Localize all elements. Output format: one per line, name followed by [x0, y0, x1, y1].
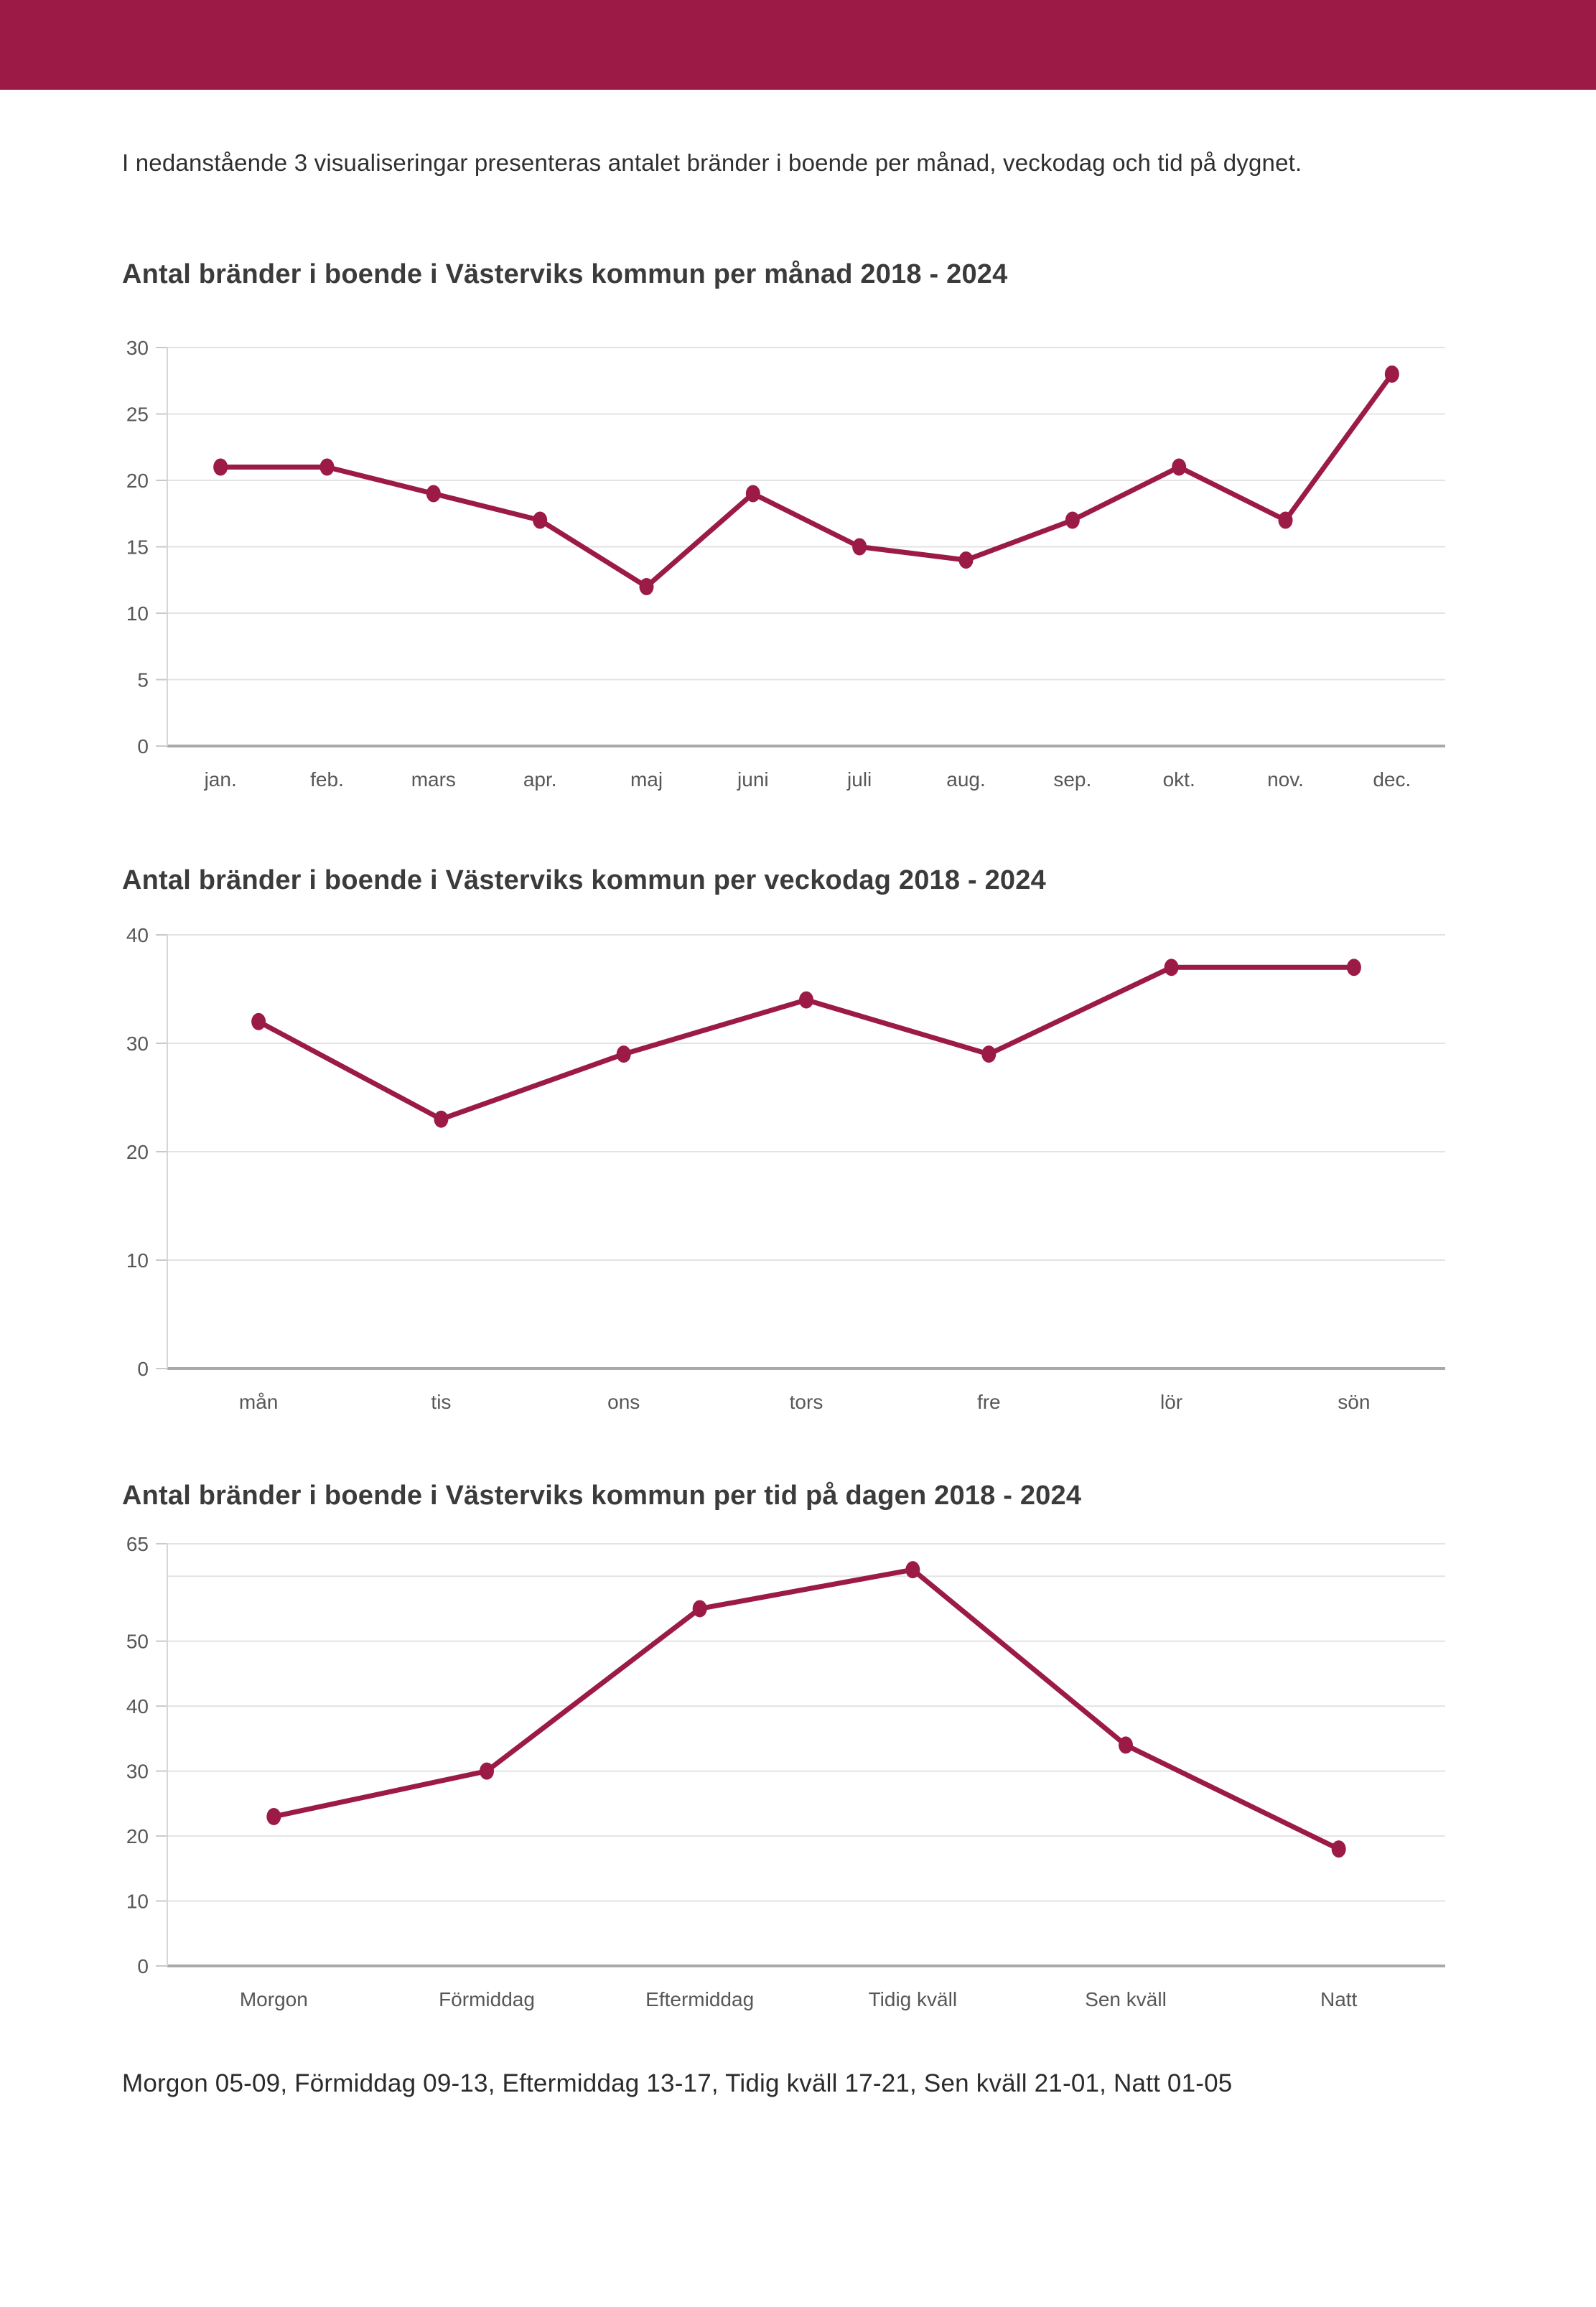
x-tick-label: Natt — [1320, 1988, 1358, 2010]
data-point — [639, 578, 654, 595]
chart-title-per-weekday: Antal bränder i boende i Västerviks komm… — [122, 865, 1046, 895]
data-point — [958, 551, 974, 569]
x-tick-label: nov. — [1267, 768, 1304, 791]
time-interval-legend: Morgon 05-09, Förmiddag 09-13, Eftermidd… — [122, 2069, 1233, 2097]
y-tick-label: 40 — [126, 1695, 149, 1718]
data-point — [1065, 511, 1080, 529]
header-bar — [0, 0, 1596, 90]
data-point — [480, 1762, 494, 1780]
data-point — [1278, 511, 1293, 529]
data-point — [1331, 1840, 1346, 1858]
x-tick-label: mån — [239, 1391, 278, 1413]
x-tick-label: lör — [1160, 1391, 1182, 1413]
data-point — [799, 991, 813, 1009]
x-tick-label: sep. — [1053, 768, 1091, 791]
y-tick-label: 20 — [126, 1141, 149, 1163]
x-tick-label: mars — [411, 768, 456, 791]
x-tick-label: okt. — [1163, 768, 1195, 791]
data-point — [434, 1110, 449, 1128]
data-point — [1346, 959, 1361, 977]
data-point — [745, 485, 760, 503]
data-point — [266, 1807, 281, 1825]
x-tick-label: apr. — [523, 768, 557, 791]
data-point — [981, 1045, 997, 1063]
line-chart-per-time-of-day: 0 10 20 30 40 50 65 Morgon Förmiddag Eftermiddag T… — [126, 1533, 1445, 2010]
chart-title-per-month: Antal bränder i boende i Västerviks komm… — [122, 259, 1008, 289]
x-tick-label: tors — [790, 1391, 823, 1413]
data-point — [1384, 365, 1399, 383]
y-tick-label: 20 — [126, 470, 149, 492]
y-tick-label: 15 — [126, 536, 149, 559]
data-point — [692, 1600, 707, 1618]
data-point — [213, 458, 228, 476]
x-tick-label: fre — [977, 1391, 1001, 1413]
data-point — [319, 458, 335, 476]
x-tick-label: aug. — [946, 768, 986, 791]
x-tick-label: sön — [1338, 1391, 1370, 1413]
x-tick-label: dec. — [1373, 768, 1411, 791]
data-line — [271, 1567, 1342, 1852]
x-tick-label: jan. — [204, 768, 237, 791]
x-tick-label: tis — [431, 1391, 451, 1413]
x-tick-label: Tidig kväll — [869, 1988, 957, 2010]
y-tick-label: 65 — [126, 1533, 149, 1555]
y-tick-label: 30 — [126, 1761, 149, 1783]
data-line — [218, 371, 1395, 589]
x-tick-label: Morgon — [240, 1988, 308, 2010]
x-tick-label: maj — [630, 768, 663, 791]
y-tick-label: 25 — [126, 404, 149, 426]
y-tick-label: 10 — [126, 1891, 149, 1913]
data-point — [905, 1561, 920, 1579]
x-tick-label: Sen kväll — [1085, 1988, 1167, 2010]
data-point — [426, 485, 441, 503]
y-tick-label: 0 — [137, 735, 149, 758]
data-point — [1119, 1736, 1133, 1754]
intro-text: I nedanstående 3 visualiseringar present… — [122, 149, 1302, 176]
y-tick-label: 40 — [126, 924, 149, 946]
x-tick-label: feb. — [310, 768, 344, 791]
data-point — [1164, 959, 1179, 977]
y-tick-label: 30 — [126, 337, 149, 359]
x-tick-label: juli — [846, 768, 872, 791]
line-chart-per-weekday: 0 10 20 30 40 mån tis ons tors fre lör sön — [126, 924, 1445, 1413]
data-point — [852, 538, 867, 556]
y-tick-label: 10 — [126, 1249, 149, 1272]
y-tick-label: 0 — [137, 1358, 149, 1380]
y-tick-label: 20 — [126, 1825, 149, 1847]
line-chart-per-month: 0 5 10 15 20 25 30 jan. feb. mars apr. maj juni juli a… — [126, 337, 1445, 791]
data-point — [251, 1012, 266, 1030]
x-tick-label: Förmiddag — [439, 1988, 535, 2010]
x-tick-label: ons — [607, 1391, 640, 1413]
x-tick-label: Eftermiddag — [645, 1988, 754, 2010]
y-tick-label: 5 — [137, 669, 149, 691]
data-point — [533, 511, 548, 529]
y-tick-label: 0 — [137, 1955, 149, 1977]
data-point — [1172, 458, 1187, 476]
data-point — [616, 1045, 631, 1063]
y-tick-label: 10 — [126, 602, 149, 625]
chart-title-per-time-of-day: Antal bränder i boende i Västerviks komm… — [122, 1481, 1082, 1511]
x-tick-label: juni — [737, 768, 769, 791]
y-tick-label: 30 — [126, 1033, 149, 1055]
y-tick-label: 50 — [126, 1631, 149, 1653]
